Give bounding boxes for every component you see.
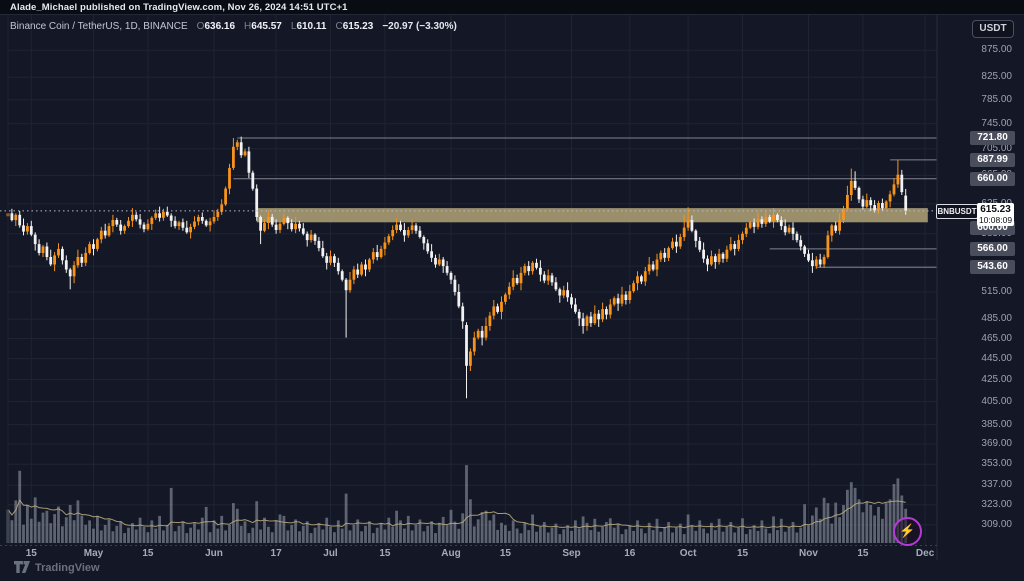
time-tick-label: Dec <box>915 548 935 559</box>
price-tick-label: 875.00 <box>981 44 1012 56</box>
bar-countdown: 10:08:09 <box>978 215 1013 226</box>
tradingview-wordmark: TradingView <box>35 561 100 574</box>
price-tick-label: 405.00 <box>981 395 1012 407</box>
time-tick-label: 15 <box>736 548 749 559</box>
time-tick-label: 15 <box>499 548 511 559</box>
time-tick-label: Oct <box>679 548 697 559</box>
time-tick-label: 15 <box>857 548 869 559</box>
chart-background <box>0 14 1024 581</box>
price-tick-label: 323.00 <box>981 498 1012 510</box>
time-tick-label: Jul <box>323 548 338 559</box>
price-tick-label: 445.00 <box>981 352 1012 364</box>
ohlc-open: O636.16 <box>196 21 236 32</box>
attribution-bar: Alade_Michael published on TradingView.c… <box>0 0 1024 15</box>
tradingview-watermark[interactable]: TradingView <box>14 561 100 574</box>
time-tick-label: 15 <box>25 548 37 559</box>
time-tick-label: May <box>83 548 104 559</box>
price-tick-label: 515.00 <box>981 286 1012 297</box>
price-tick-label: 625.00 <box>948 198 1012 209</box>
price-tick-label: 353.00 <box>981 458 1012 470</box>
price-level-badge: 543.60 <box>970 260 1015 275</box>
ohlc-high: H645.57 <box>244 21 282 32</box>
price-tick-label: 825.00 <box>981 71 1012 83</box>
current-price-value: 615.23 <box>980 204 1011 216</box>
symbol-legend[interactable]: Binance Coin / TetherUS, 1D, BINANCE O63… <box>10 21 457 32</box>
price-tick-label: 785.00 <box>981 93 1012 105</box>
time-tick-label: 15 <box>142 548 154 559</box>
ohlc-close: C615.23 <box>335 21 374 32</box>
time-tick-label: Aug <box>441 548 461 559</box>
price-level-badge: 566.00 <box>970 241 1015 256</box>
price-tick-label: 337.00 <box>981 479 1012 491</box>
price-tick-label: 745.00 <box>981 117 1012 129</box>
price-tick-label: 309.00 <box>981 518 1012 530</box>
price-tick-label: 425.00 <box>981 373 1012 385</box>
symbol-description: Binance Coin / TetherUS, 1D, BINANCE <box>10 21 188 32</box>
price-level-badge: 721.80 <box>970 131 1015 145</box>
time-tick-label: Sep <box>562 548 581 559</box>
price-tick-label: 369.00 <box>981 438 1012 449</box>
change-value: −20.97 (−3.30%) <box>382 21 457 32</box>
ohlc-low: L610.11 <box>290 21 327 32</box>
price-level-badge: 687.99 <box>970 152 1015 167</box>
time-tick-label: 17 <box>270 548 282 559</box>
current-symbol-tag: BNBUSDT <box>936 203 978 219</box>
price-tick-label: 485.00 <box>981 313 1012 325</box>
time-tick-label: 16 <box>624 548 636 559</box>
boost-lightning-icon[interactable]: ⚡ <box>893 517 922 546</box>
current-price-label: 615.23 10:08:09 <box>977 203 1014 227</box>
time-tick-label: 15 <box>379 548 391 559</box>
currency-unit-button[interactable]: USDT <box>972 20 1014 38</box>
price-tick-label: 465.00 <box>981 332 1012 344</box>
time-tick-label: Nov <box>799 548 818 559</box>
attribution-text: Alade_Michael published on TradingView.c… <box>10 2 348 13</box>
price-level-badge: 660.00 <box>970 171 1015 186</box>
tradingview-logo-icon <box>14 561 30 573</box>
price-tick-label: 385.00 <box>981 418 1012 430</box>
time-tick-label: Jun <box>205 548 223 559</box>
price-tick-label: 705.00 <box>981 142 1012 154</box>
